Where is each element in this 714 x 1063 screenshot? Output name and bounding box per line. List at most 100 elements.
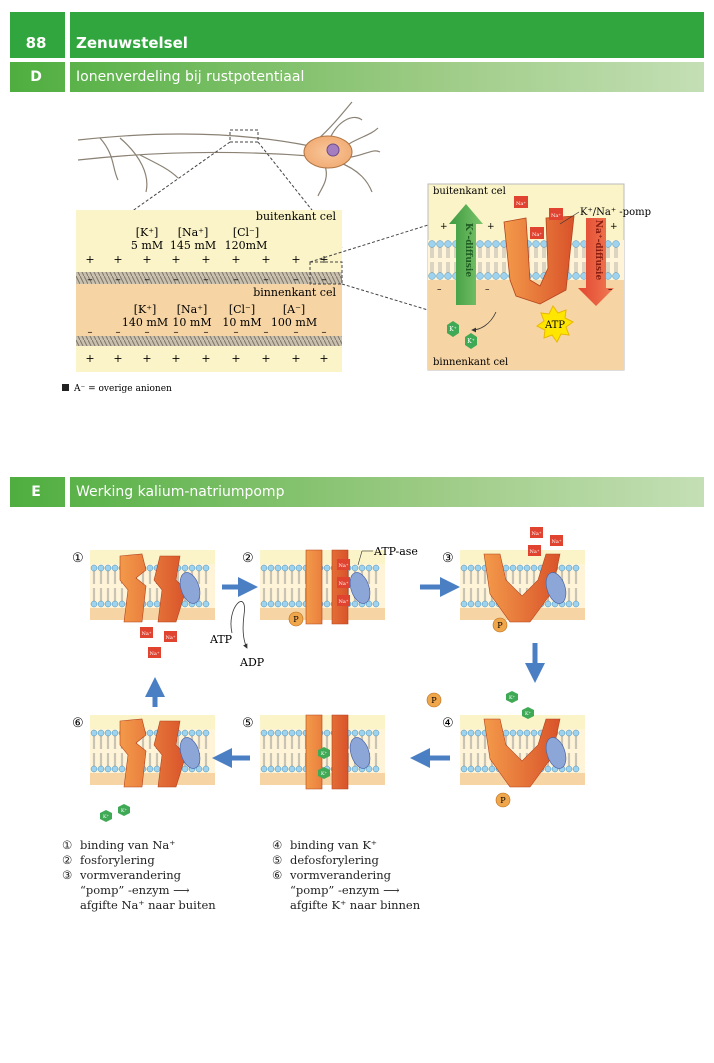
- legend-right-item: ⑥ vormverandering: [272, 868, 512, 883]
- k-ion-label: K⁺: [103, 814, 110, 820]
- minus-sign: –: [264, 327, 269, 338]
- zoom-atp-label: ATP: [544, 320, 565, 331]
- step-marker-6: ⑥: [72, 716, 84, 731]
- section-e-divider: [65, 477, 70, 507]
- minus-sign: –: [233, 273, 239, 286]
- legend-right-item: “pomp” -enzym ⟶: [272, 883, 512, 898]
- zoom-plus-2: +: [487, 222, 495, 232]
- legend-step-marker: ②: [62, 853, 73, 867]
- minus-sign: –: [204, 327, 209, 338]
- legend-right-column: ④ binding van K⁺ ⑤ defosforylering ⑥ vormvera…: [272, 838, 512, 913]
- na-diffusion-arrow: [578, 218, 614, 306]
- zoom-pump-label: K⁺/Na⁺ -pomp: [580, 207, 651, 218]
- legend-step-marker: ③: [62, 868, 73, 882]
- header-divider: [65, 12, 70, 58]
- na-ion: [140, 627, 153, 638]
- outside-ion-name: [Cl⁻]: [233, 226, 259, 239]
- phosphate-label: P: [497, 621, 503, 630]
- k-ion: [100, 810, 112, 822]
- section-d-header: D Ionenverdeling bij rustpotentiaal: [10, 62, 704, 92]
- na-ion: [164, 631, 177, 642]
- k-ion-label: K⁺: [321, 771, 328, 777]
- plus-sign: +: [231, 352, 240, 365]
- legend-step-text: afgifte K⁺ naar binnen: [290, 898, 421, 912]
- na-ion: [550, 535, 563, 546]
- minus-sign: –: [87, 273, 93, 286]
- legend-step-text: defosforylering: [290, 853, 379, 867]
- atpase-subunit: [349, 737, 371, 769]
- pump-zoom-panel: Na⁺ Na⁺ Na⁺ K⁺ K⁺ ATP buitenkant cel bin…: [427, 183, 651, 371]
- plus-sign: +: [85, 352, 94, 365]
- legend-left-item: ③ vormverandering: [62, 868, 302, 883]
- k-ion: [522, 707, 534, 719]
- section-d-title: Ionenverdeling bij rustpotentiaal: [76, 69, 305, 85]
- positive-charge-row-bottom: + + + + + + + + +: [85, 352, 328, 365]
- k-ion: [506, 691, 518, 703]
- step-marker-5: ⑤: [242, 716, 254, 731]
- legend-step-text: vormverandering: [80, 868, 181, 882]
- na-ion-label: Na⁺: [339, 599, 349, 605]
- na-ion-label: Na⁺: [339, 581, 349, 587]
- plus-sign: +: [291, 253, 300, 266]
- na-ion-label: Na⁺: [532, 531, 542, 537]
- zoom-na-1: Na⁺: [516, 201, 526, 207]
- minus-sign: –: [203, 273, 209, 286]
- cycle-atp-label: ATP: [209, 633, 233, 646]
- legend-step-marker: [272, 883, 290, 898]
- inside-ion-conc: 10 mM: [222, 316, 261, 329]
- footnote-square: [62, 384, 69, 391]
- pump-enzyme: [305, 714, 349, 790]
- neuron-nucleus: [326, 143, 340, 157]
- cycle-arrows: [145, 577, 545, 768]
- cycle-panel-1: [90, 550, 215, 623]
- atp-burst: [536, 305, 574, 343]
- zoom-minus-3: –: [608, 285, 613, 295]
- outside-ion-conc: 120mM: [225, 239, 268, 252]
- legend-step-text: vormverandering: [290, 868, 391, 882]
- legend-step-text: binding van Na⁺: [80, 838, 176, 852]
- na-diffusion-label: Na⁺-diffusie: [593, 220, 603, 281]
- legend-left-item: “pomp” -enzym ⟶: [62, 883, 302, 898]
- atpase-subunit: [545, 737, 567, 769]
- outside-ion-conc: 145 mM: [170, 239, 216, 252]
- zoom-na-2: Na⁺: [551, 213, 561, 219]
- pump-enzyme: [483, 718, 561, 788]
- plus-sign: +: [261, 253, 270, 266]
- pump-enzyme: [483, 553, 561, 623]
- zoom-plus-3: +: [610, 222, 618, 232]
- legend-left-column: ① binding van Na⁺ ② fosforylering ③ vormveran…: [62, 838, 302, 913]
- step-marker-4: ④: [442, 716, 454, 731]
- na-ion: [337, 577, 350, 588]
- na-ion-label: Na⁺: [166, 635, 176, 641]
- legend-left-item: ② fosforylering: [62, 853, 302, 868]
- minus-sign: –: [116, 327, 121, 338]
- plus-sign: +: [319, 253, 328, 266]
- minus-sign: –: [173, 273, 179, 286]
- inside-ion-name: [K⁺]: [134, 303, 157, 316]
- inside-ion-conc: 100 mM: [271, 316, 317, 329]
- section-e-header: E Werking kalium-natriumpomp: [10, 477, 704, 507]
- phosphate-label: P: [431, 696, 437, 705]
- plus-sign: +: [201, 352, 210, 365]
- atp-to-adp-arrow: [230, 601, 248, 649]
- section-e-title: Werking kalium-natriumpomp: [76, 484, 285, 500]
- na-ion-label: Na⁺: [150, 651, 160, 657]
- plus-sign: +: [85, 253, 94, 266]
- outside-ion-conc: 5 mM: [131, 239, 163, 252]
- cycle-panel-5: [260, 714, 385, 790]
- footnote: A⁻ = overige anionen: [73, 384, 172, 394]
- na-ion-label: Na⁺: [142, 631, 152, 637]
- plus-sign: +: [113, 352, 122, 365]
- legend-right-item: afgifte K⁺ naar binnen: [272, 898, 512, 913]
- minus-sign: –: [293, 273, 299, 286]
- phosphate-group: [495, 792, 511, 808]
- legend-right-item: ④ binding van K⁺: [272, 838, 512, 853]
- na-ion: [528, 545, 541, 556]
- minus-sign: –: [174, 327, 179, 338]
- minus-sign: –: [144, 273, 150, 286]
- step-marker-3: ③: [442, 551, 454, 566]
- outside-ion-list: [K⁺]5 mM [Na⁺]145 mM [Cl⁻]120mM: [131, 226, 267, 252]
- inside-ion-list: [K⁺]140 mM[Na⁺]10 mM[Cl⁻]10 mM[A⁻]100 mM: [122, 303, 317, 329]
- step-marker-2: ②: [242, 551, 254, 566]
- plus-sign: +: [291, 352, 300, 365]
